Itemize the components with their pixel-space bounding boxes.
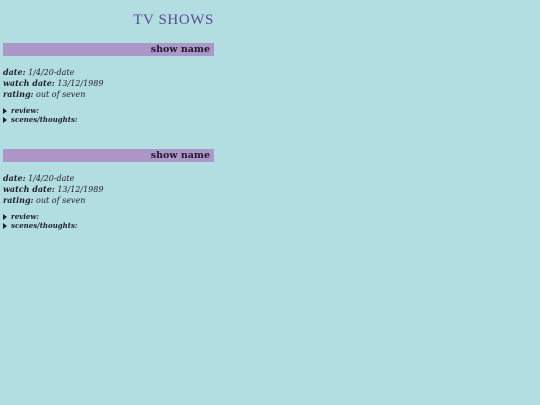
rating-line: rating: out of seven xyxy=(3,89,214,100)
disclosure-triangle-icon xyxy=(3,222,7,229)
rating-label: rating: xyxy=(3,195,34,205)
rating-value: out of seven xyxy=(36,90,86,99)
scenes-toggle[interactable]: scenes/thoughts: xyxy=(3,115,214,124)
disclosure-triangle-icon xyxy=(3,116,7,123)
show-entry: show name date: 1/4/20-date watch date: … xyxy=(3,149,214,230)
date-value: 1/4/20-date xyxy=(28,174,75,183)
date-line: date: 1/4/20-date xyxy=(3,67,214,78)
disclosure-triangle-icon xyxy=(3,213,7,220)
watch-date-label: watch date: xyxy=(3,184,55,194)
rating-value: out of seven xyxy=(36,196,86,205)
watch-date-label: watch date: xyxy=(3,78,55,88)
date-label: date: xyxy=(3,67,26,77)
review-label: review: xyxy=(11,106,39,115)
show-name-bar: show name xyxy=(3,43,214,56)
watch-date-line: watch date: 13/12/1989 xyxy=(3,78,214,89)
show-meta: date: 1/4/20-date watch date: 13/12/1989… xyxy=(3,173,214,206)
rating-line: rating: out of seven xyxy=(3,195,214,206)
scenes-label: scenes/thoughts: xyxy=(11,115,78,124)
review-toggle[interactable]: review: xyxy=(3,106,214,115)
show-details: review: scenes/thoughts: xyxy=(3,106,214,124)
scenes-toggle[interactable]: scenes/thoughts: xyxy=(3,221,214,230)
date-value: 1/4/20-date xyxy=(28,68,75,77)
review-label: review: xyxy=(11,212,39,221)
show-name-bar: show name xyxy=(3,149,214,162)
watch-date-value: 13/12/1989 xyxy=(57,79,104,88)
page-title: TV SHOWS xyxy=(133,12,214,28)
date-label: date: xyxy=(3,173,26,183)
show-meta: date: 1/4/20-date watch date: 13/12/1989… xyxy=(3,67,214,100)
disclosure-triangle-icon xyxy=(3,107,7,114)
review-toggle[interactable]: review: xyxy=(3,212,214,221)
show-entry: show name date: 1/4/20-date watch date: … xyxy=(3,43,214,124)
rating-label: rating: xyxy=(3,89,34,99)
scenes-label: scenes/thoughts: xyxy=(11,221,78,230)
watch-date-value: 13/12/1989 xyxy=(57,185,104,194)
watch-date-line: watch date: 13/12/1989 xyxy=(3,184,214,195)
date-line: date: 1/4/20-date xyxy=(3,173,214,184)
content-column: TV SHOWS show name date: 1/4/20-date wat… xyxy=(3,0,214,230)
show-details: review: scenes/thoughts: xyxy=(3,212,214,230)
